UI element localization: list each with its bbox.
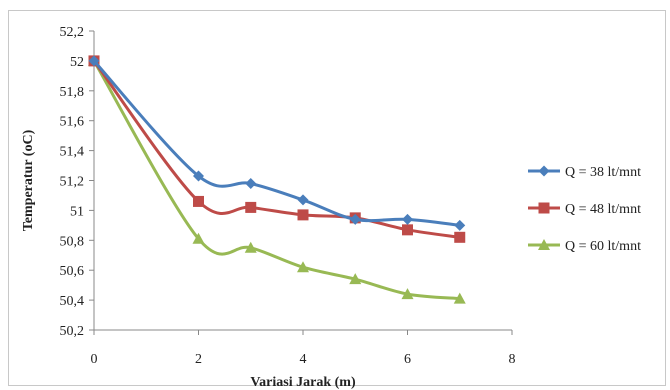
series-1 [88, 55, 466, 231]
legend-label: Q = 48 lt/mnt [565, 202, 641, 217]
y-tick-label: 51,8 [60, 85, 85, 100]
data-point [192, 232, 205, 244]
y-axis-title: Temperatur (oC) [21, 129, 36, 231]
legend-label: Q = 38 lt/mnt [565, 165, 641, 180]
x-tick-label: 6 [404, 352, 411, 367]
data-point [401, 288, 414, 300]
y-axis-ticks: 50,2 50,4 50,6 50,8 51 51,2 51,4 51,6 51,8 52 52,2 [60, 25, 94, 339]
legend-entry: Q = 48 lt/mnt [528, 202, 641, 217]
y-tick-label: 50,4 [60, 294, 85, 309]
legend-label: Q = 60 lt/mnt [565, 239, 641, 254]
data-point [245, 177, 257, 189]
x-axis-ticks: 0 2 4 6 8 [91, 330, 516, 367]
data-point [454, 231, 466, 243]
data-point [297, 261, 309, 273]
y-tick-label: 52 [70, 55, 84, 70]
chart-frame [8, 10, 666, 386]
legend: Q = 38 lt/mnt Q = 48 lt/mnt Q = 60 lt/mnt [528, 165, 641, 254]
data-point [402, 213, 413, 225]
data-point [297, 194, 309, 206]
legend-marker [538, 165, 550, 177]
x-tick-label: 4 [300, 352, 307, 367]
series-line [92, 59, 460, 227]
y-tick-label: 50,8 [60, 234, 85, 249]
series-layer [88, 54, 466, 304]
y-tick-label: 51,2 [60, 175, 85, 190]
y-tick-label: 50,2 [60, 324, 85, 339]
series-2 [88, 55, 466, 243]
series-line [92, 60, 460, 301]
data-point [193, 170, 204, 182]
data-point [349, 273, 362, 285]
legend-marker [538, 239, 550, 250]
data-point [454, 219, 466, 231]
y-tick-label: 50,6 [60, 264, 85, 279]
y-tick-label: 51,6 [60, 115, 85, 130]
data-point [88, 55, 100, 67]
x-axis-title: Variasi Jarak (m) [250, 375, 356, 390]
series-3 [88, 54, 466, 304]
data-point [245, 201, 257, 213]
legend-entry: Q = 38 lt/mnt [528, 165, 641, 180]
y-tick-label: 51,4 [60, 145, 85, 160]
y-tick-label: 51 [70, 204, 84, 219]
data-point [402, 224, 413, 236]
x-tick-label: 8 [509, 352, 516, 367]
data-point [453, 292, 466, 304]
data-point [349, 213, 361, 225]
x-tick-label: 2 [195, 352, 202, 367]
x-tick-label: 0 [91, 352, 98, 367]
y-tick-label: 52,2 [60, 25, 85, 40]
data-point [193, 195, 204, 207]
data-point [297, 209, 309, 221]
legend-marker [538, 202, 550, 214]
series-line [92, 60, 460, 239]
legend-entry: Q = 60 lt/mnt [528, 239, 641, 254]
data-point [244, 241, 257, 253]
